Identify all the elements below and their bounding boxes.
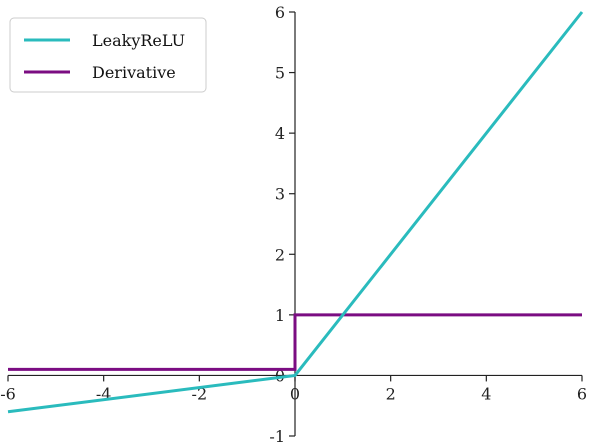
legend-label-leakyrelu: LeakyReLU bbox=[92, 31, 185, 50]
x-tick-label: 0 bbox=[290, 384, 300, 403]
y-tick-label: -1 bbox=[269, 427, 285, 446]
legend: LeakyReLU Derivative bbox=[9, 17, 207, 93]
y-tick-label: 3 bbox=[275, 185, 285, 204]
y-tick-label: 6 bbox=[275, 3, 285, 22]
series-line-derivative bbox=[8, 313, 582, 371]
y-tick-label: 1 bbox=[275, 306, 285, 325]
x-tick-label: -6 bbox=[0, 384, 16, 403]
y-tick-label: 2 bbox=[275, 245, 285, 264]
legend-label-derivative: Derivative bbox=[92, 63, 176, 82]
x-tick-label: 4 bbox=[481, 384, 491, 403]
y-tick-label: 5 bbox=[275, 64, 285, 83]
y-tick-label: 4 bbox=[275, 124, 285, 143]
x-tick-label: 6 bbox=[577, 384, 587, 403]
plot-area bbox=[7, 11, 584, 414]
series-line-leakyrelu bbox=[7, 11, 584, 414]
x-tick-label: 2 bbox=[386, 384, 396, 403]
